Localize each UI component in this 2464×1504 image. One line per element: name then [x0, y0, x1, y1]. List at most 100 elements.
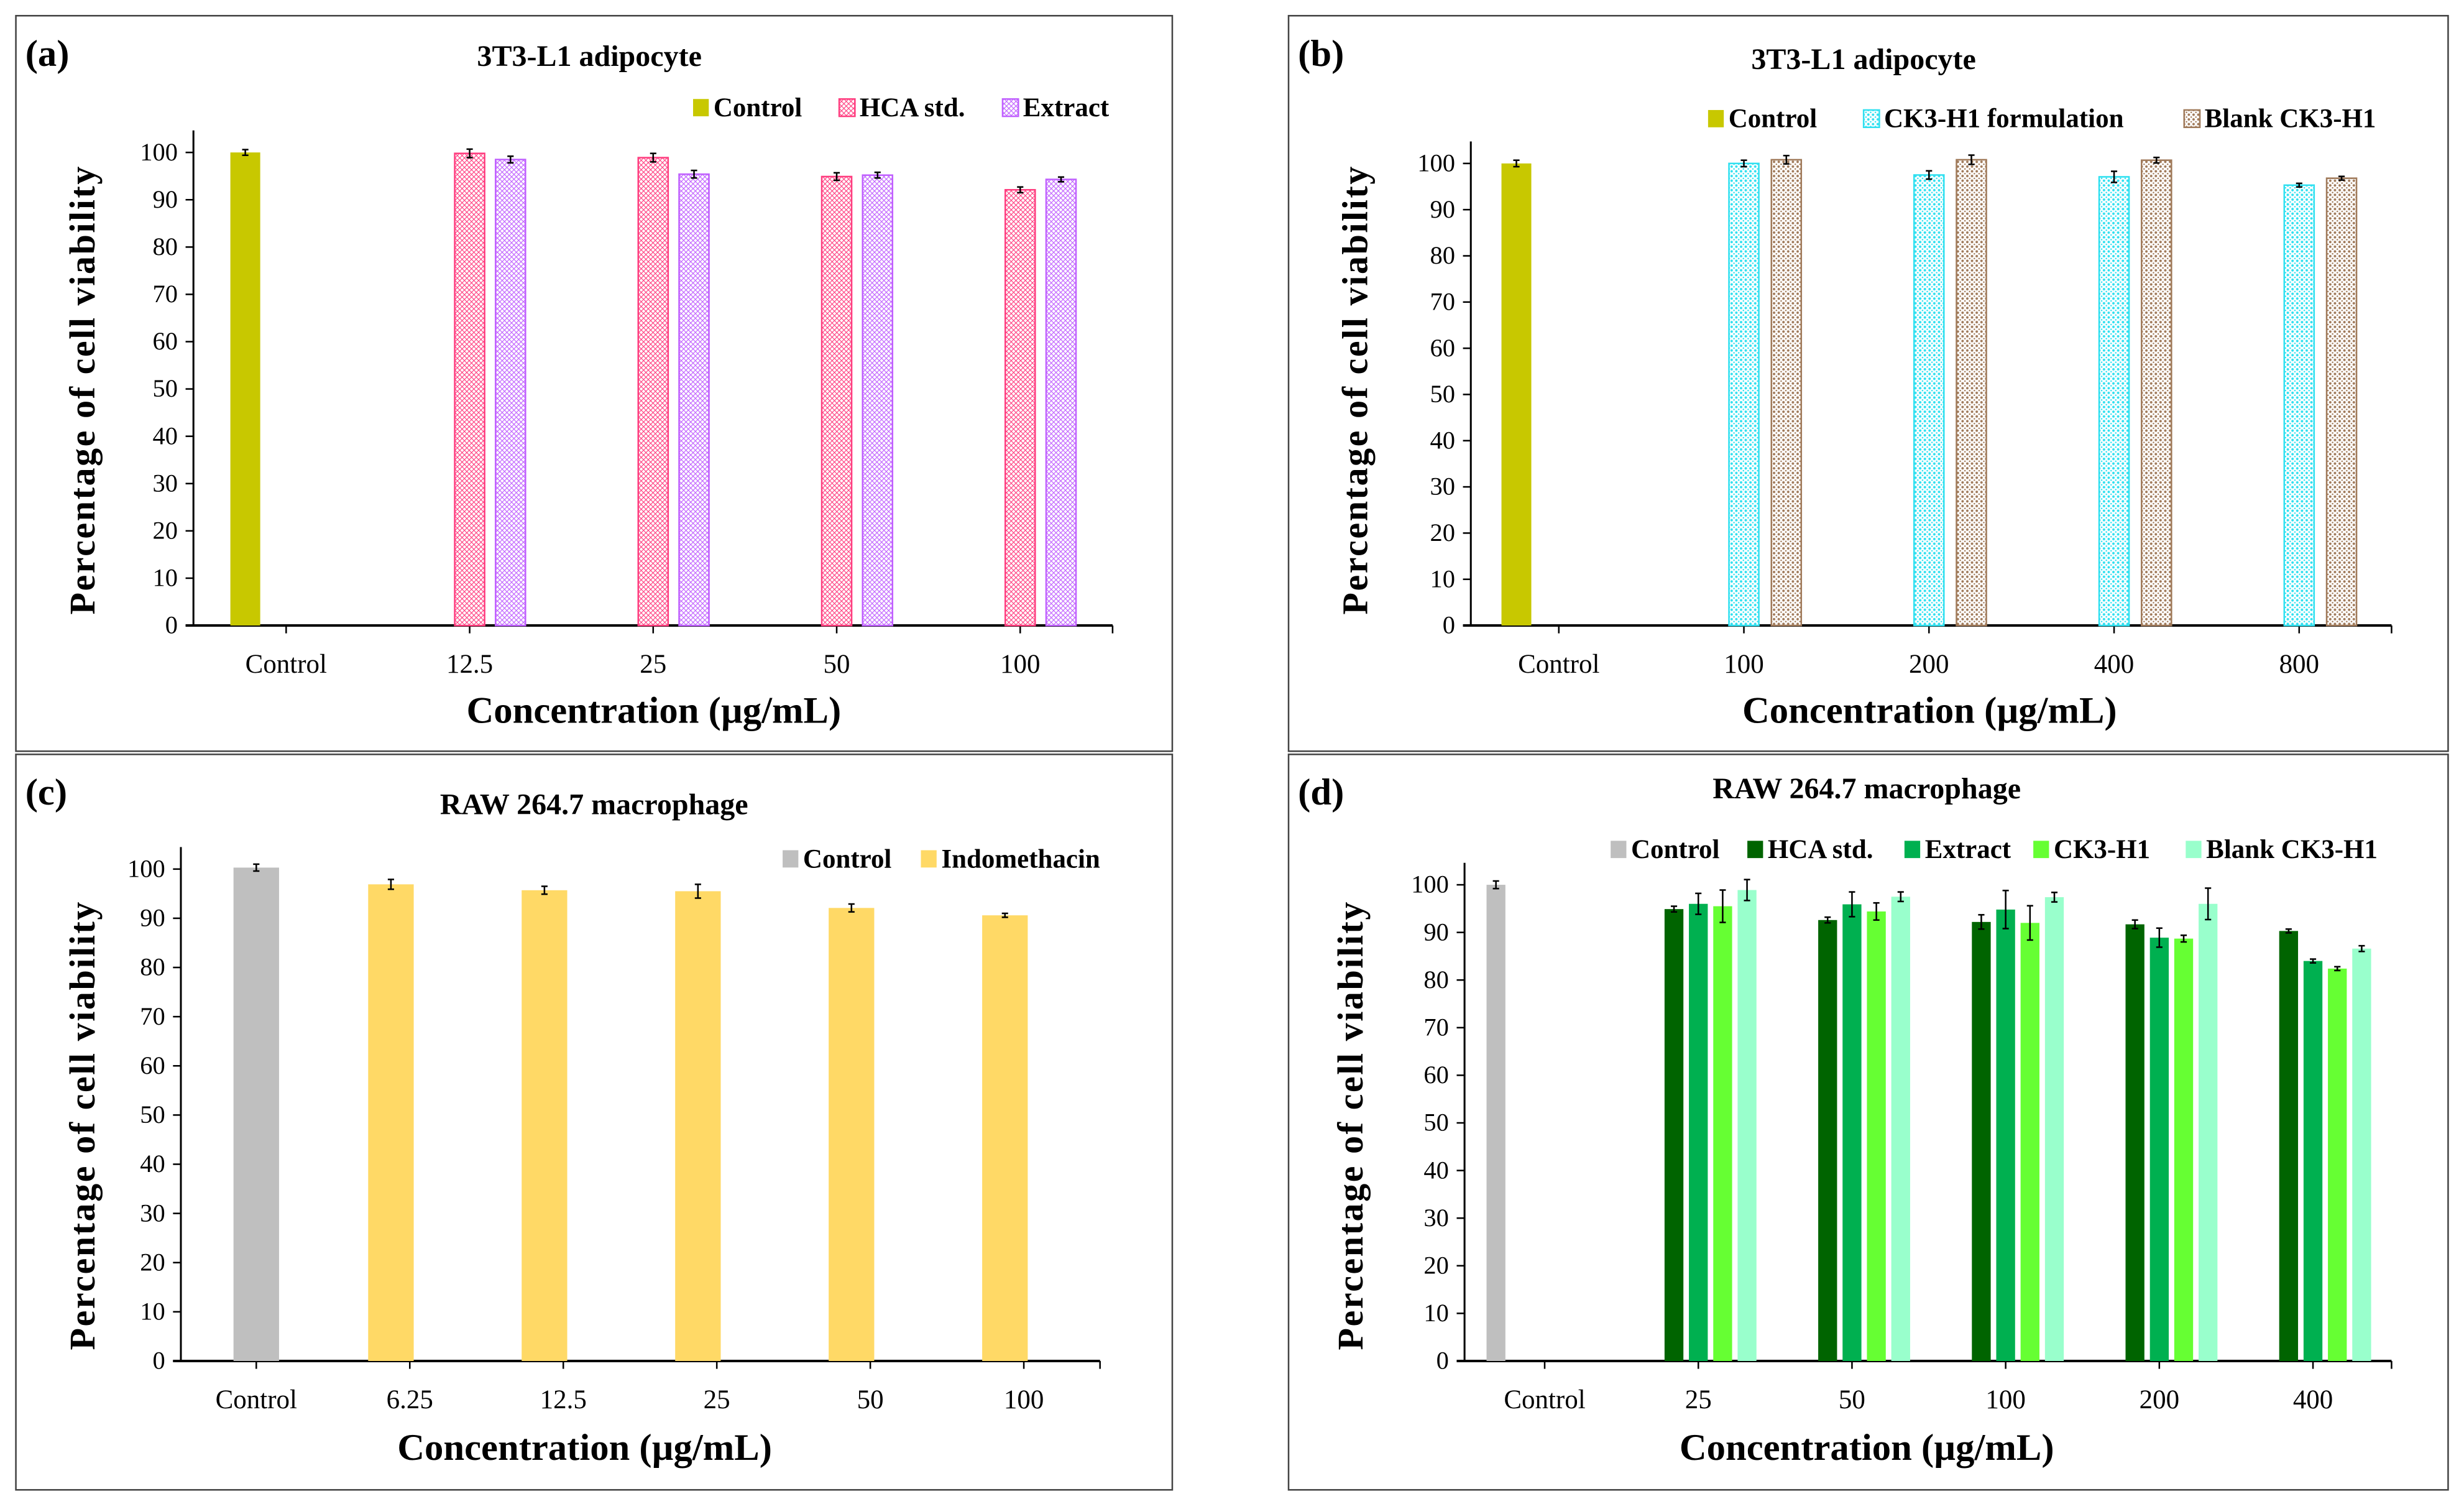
- bar-ck3-h1-formulation: [1728, 162, 1760, 627]
- y-axis-label: Percentage of cell viability: [1335, 165, 1375, 614]
- chart-title: RAW 264.7 macrophage: [1712, 772, 2021, 805]
- bar-ck3-h1: [2174, 938, 2194, 1361]
- bar-extract: [2149, 938, 2169, 1361]
- bar-hca-std-: [637, 157, 669, 627]
- x-tick-label: 6.25: [387, 1385, 433, 1414]
- y-tick-label: 80: [1423, 966, 1448, 994]
- y-tick-label: 60: [1423, 1061, 1448, 1089]
- bar-blank-ck3-h1: [2044, 897, 2064, 1361]
- y-tick-label: 10: [152, 564, 177, 592]
- panel-label: (a): [25, 33, 70, 75]
- legend-swatch: [1611, 841, 1627, 859]
- y-tick-label: 30: [1430, 473, 1455, 501]
- y-tick-label: 60: [140, 1051, 165, 1079]
- bar-extract: [1045, 178, 1077, 627]
- legend-label: Extract: [1925, 835, 2011, 864]
- legend-swatch: [783, 850, 799, 868]
- legend-label: Extract: [1023, 93, 1110, 122]
- legend-label: Blank CK3-H1: [2206, 835, 2378, 864]
- legend-label: Control: [803, 844, 892, 874]
- bar-ck3-h1: [1713, 906, 1732, 1361]
- legend-label: Control: [1631, 835, 1720, 864]
- panel-border: [1287, 15, 2449, 752]
- bar-hca-std-: [1004, 189, 1036, 627]
- y-tick-label: 90: [1430, 195, 1455, 223]
- bar-control: [1501, 163, 1532, 626]
- bar-ck3-h1: [2020, 923, 2039, 1361]
- panel-label: (d): [1298, 772, 1344, 813]
- legend-label: Indomethacin: [941, 844, 1100, 874]
- y-tick-label: 80: [140, 953, 165, 981]
- y-tick-label: 90: [1423, 918, 1448, 946]
- x-axis-label: Concentration (µg/mL): [1742, 690, 2117, 732]
- legend-swatch: [838, 98, 856, 118]
- bar-blank-ck3-h1: [2325, 177, 2358, 627]
- y-tick-label: 10: [1430, 565, 1455, 593]
- x-tick-label: 400: [2094, 650, 2134, 679]
- y-tick-label: 30: [152, 469, 177, 497]
- x-tick-label: 800: [2279, 650, 2319, 679]
- x-tick-label: 100: [1985, 1385, 2025, 1414]
- bar-extract: [495, 159, 526, 627]
- x-tick-label: 25: [704, 1385, 730, 1414]
- x-tick-label: 100: [1724, 650, 1763, 679]
- bar-indomethacin: [982, 915, 1028, 1361]
- x-tick-label: 50: [1839, 1385, 1865, 1414]
- bar-hca-std-: [1818, 920, 1837, 1361]
- y-tick-label: 50: [1430, 380, 1455, 408]
- chart-panel-a: (a) 3T3-L1 adipocyte 0 10 20 30 40 50 60 70 80 90 10…: [15, 15, 1174, 752]
- bar-hca-std-: [2279, 931, 2299, 1361]
- y-axis-label: Percentage of cell viability: [1330, 900, 1371, 1350]
- y-tick-label: 90: [152, 185, 177, 213]
- bar-control: [1486, 885, 1506, 1361]
- bar-control: [230, 152, 260, 626]
- y-tick-label: 0: [152, 1347, 165, 1375]
- bar-blank-ck3-h1: [1956, 159, 1987, 627]
- y-tick-label: 70: [1430, 287, 1455, 315]
- x-tick-label: 200: [2140, 1385, 2179, 1414]
- legend-swatch: [1904, 841, 1921, 859]
- y-tick-label: 60: [1430, 334, 1455, 362]
- chart-title: RAW 264.7 macrophage: [440, 788, 748, 821]
- y-tick-label: 30: [140, 1199, 165, 1227]
- bar-ck3-h1: [1867, 911, 1886, 1361]
- y-axis-label: Percentage of cell viability: [62, 900, 103, 1350]
- y-tick-label: 50: [140, 1100, 165, 1128]
- bar-hca-std-: [454, 152, 485, 627]
- legend-swatch: [1001, 98, 1019, 118]
- legend-swatch: [1708, 109, 1724, 127]
- y-tick-label: 70: [1423, 1013, 1448, 1041]
- bar-indomethacin: [522, 890, 568, 1361]
- y-tick-label: 30: [1423, 1204, 1448, 1232]
- x-tick-label: 400: [2293, 1385, 2333, 1414]
- y-axis-label: Percentage of cell viability: [62, 165, 103, 614]
- x-tick-label: 50: [857, 1385, 884, 1414]
- legend-label: CK3-H1: [2054, 835, 2150, 864]
- bar-blank-ck3-h1: [2352, 948, 2371, 1361]
- bar-blank-ck3-h1: [2141, 159, 2172, 627]
- y-tick-label: 60: [152, 327, 177, 355]
- legend-label: Blank CK3-H1: [2205, 104, 2376, 134]
- chart-title: 3T3-L1 adipocyte: [1751, 43, 1975, 76]
- bar-extract: [1689, 903, 1708, 1361]
- y-tick-label: 80: [152, 233, 177, 261]
- y-tick-label: 80: [1430, 241, 1455, 269]
- panel-border: [1287, 754, 2449, 1491]
- bar-blank-ck3-h1: [1891, 897, 1910, 1361]
- x-tick-label: Control: [216, 1385, 297, 1414]
- panel-border: [15, 15, 1174, 752]
- panel-label: (b): [1298, 33, 1344, 75]
- y-tick-label: 10: [140, 1298, 165, 1326]
- y-tick-label: 10: [1423, 1299, 1448, 1327]
- bar-hca-std-: [821, 175, 853, 627]
- bar-indomethacin: [829, 908, 875, 1361]
- chart-title: 3T3-L1 adipocyte: [477, 40, 701, 73]
- x-axis-label: Concentration (µg/mL): [466, 690, 841, 732]
- x-tick-label: Control: [246, 650, 327, 679]
- bar-blank-ck3-h1: [1737, 890, 1757, 1361]
- bar-extract: [678, 173, 710, 627]
- y-tick-label: 20: [152, 516, 177, 544]
- y-tick-label: 20: [140, 1248, 165, 1276]
- y-tick-label: 100: [1411, 870, 1449, 898]
- y-tick-label: 40: [152, 422, 177, 450]
